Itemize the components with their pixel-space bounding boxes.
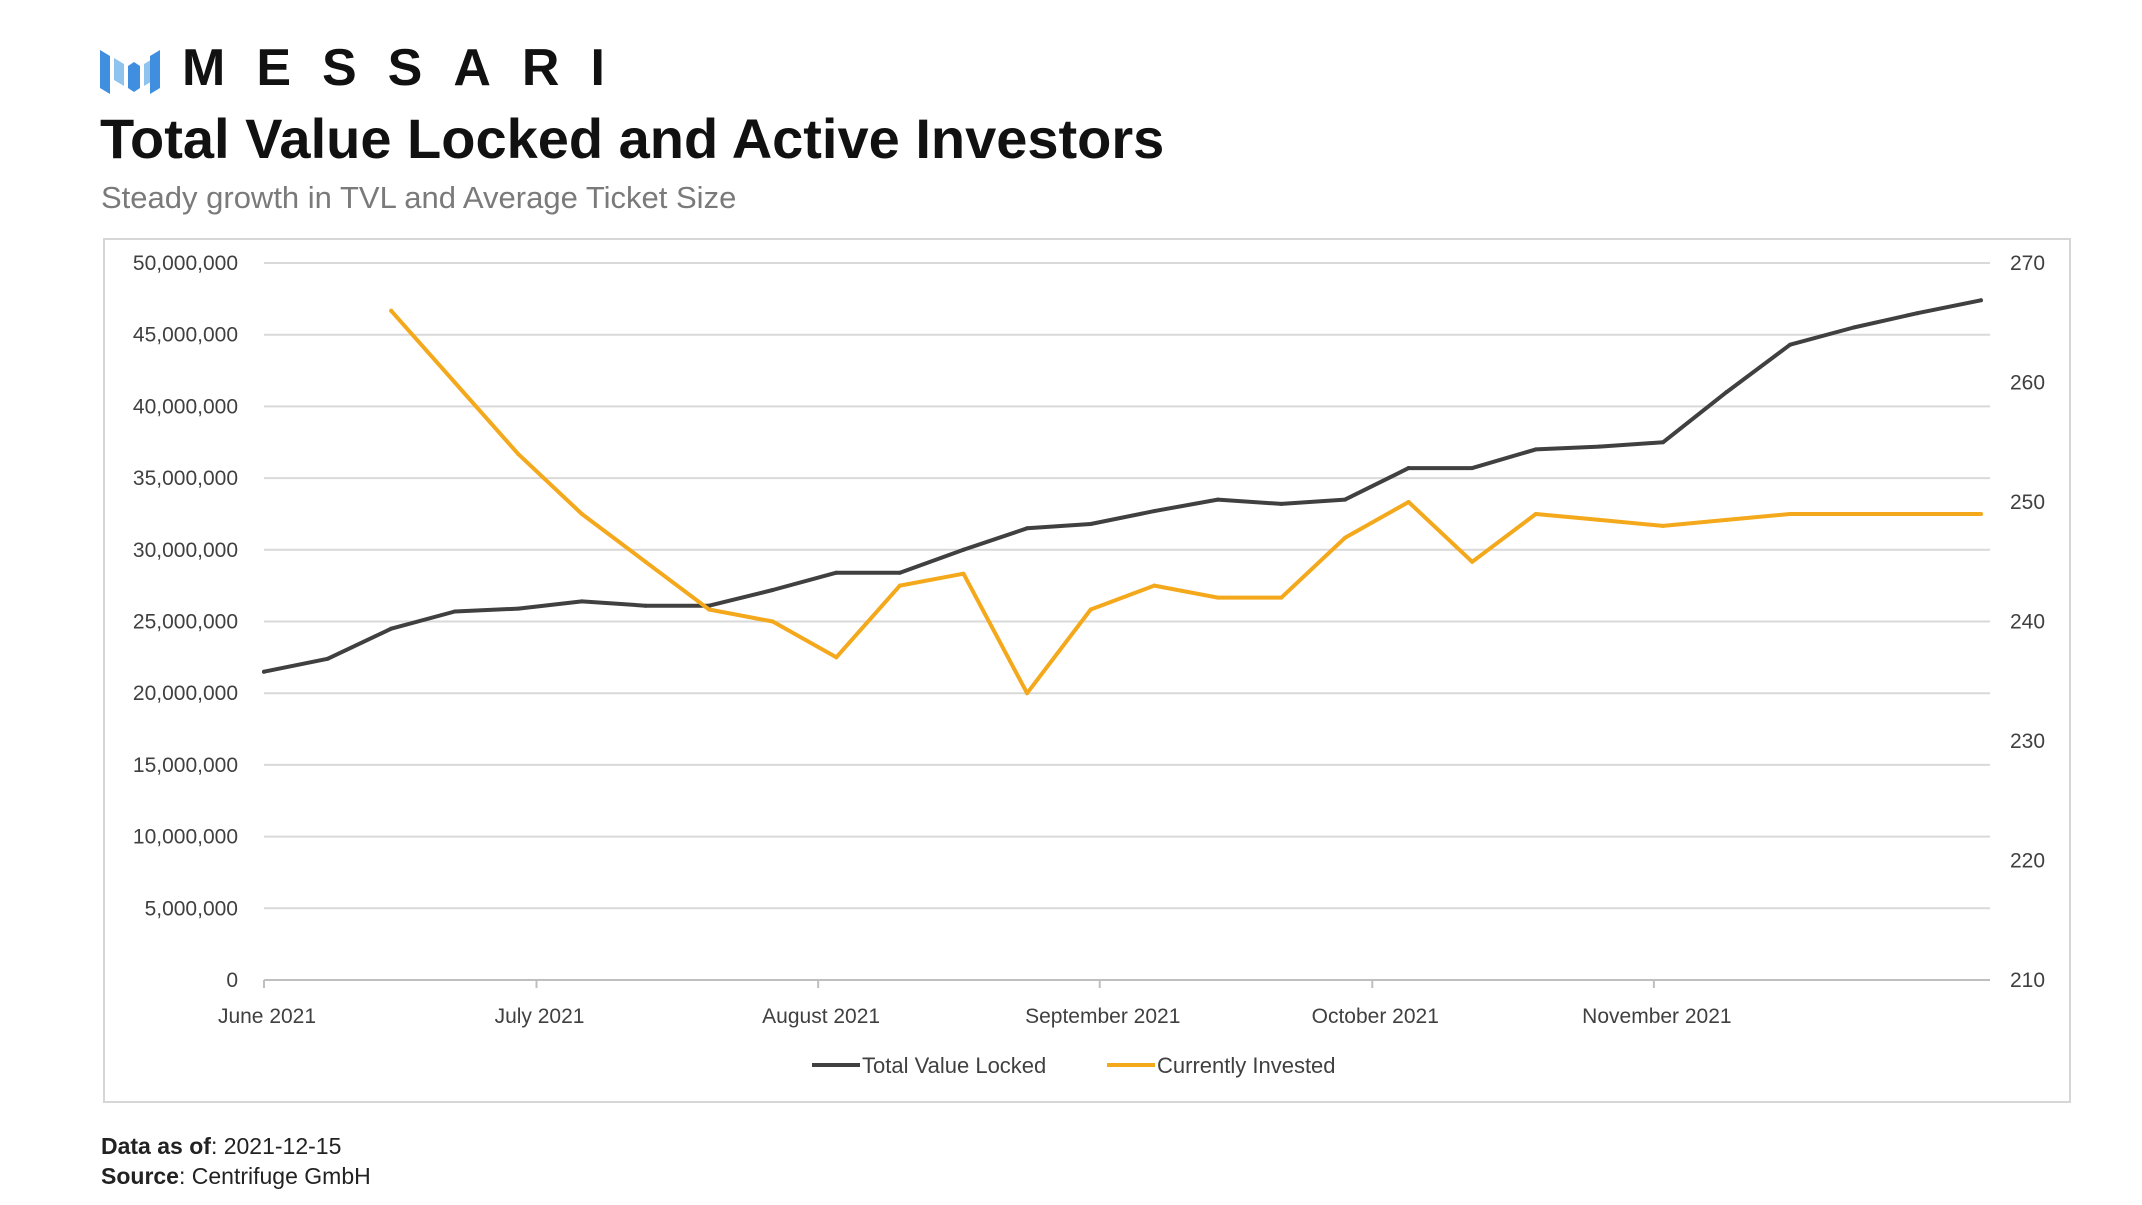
- y-left-tick-label: 0: [226, 969, 238, 992]
- total-value-locked-point: [262, 669, 266, 674]
- chart-title: Total Value Locked and Active Investors: [100, 107, 1165, 170]
- y-left-tick-label: 5,000,000: [145, 897, 238, 920]
- total-value-locked-point: [1088, 521, 1093, 526]
- y-left-tick-label: 50,000,000: [133, 252, 238, 275]
- total-value-locked-point: [1915, 311, 1920, 316]
- x-tick-label: July 2021: [495, 1005, 585, 1028]
- y-right-tick-label: 250: [2010, 491, 2045, 514]
- y-left-tick-label: 20,000,000: [133, 682, 238, 705]
- total-value-locked-point: [579, 599, 584, 604]
- y-left-tick-label: 10,000,000: [133, 826, 238, 849]
- total-value-locked-point: [1533, 447, 1538, 452]
- total-value-locked-point: [1851, 325, 1856, 330]
- currently-invested-point: [897, 583, 902, 588]
- currently-invested-point: [389, 308, 394, 313]
- x-tick-label: August 2021: [762, 1005, 880, 1028]
- total-value-locked-point: [1279, 501, 1284, 506]
- data-as-of-note: Data as of: 2021-12-15: [101, 1133, 341, 1160]
- y-right-tick-label: 260: [2010, 372, 2045, 395]
- y-left-tick-label: 40,000,000: [133, 395, 238, 418]
- y-left-tick-label: 25,000,000: [133, 611, 238, 634]
- total-value-locked-point: [1025, 526, 1030, 531]
- x-tick-label: September 2021: [1025, 1005, 1180, 1028]
- chart-frame: [103, 238, 2071, 1103]
- total-value-locked-point: [1660, 440, 1665, 445]
- y-left-tick-label: 45,000,000: [133, 324, 238, 347]
- total-value-locked-point: [1152, 509, 1157, 514]
- currently-invested-point: [834, 655, 839, 660]
- brand-logo: MESSARI: [100, 40, 636, 96]
- total-value-locked-point: [643, 603, 648, 608]
- source-note: Source: Centrifuge GmbH: [101, 1163, 371, 1190]
- currently-invested-point: [1851, 511, 1856, 516]
- currently-invested-line: [389, 308, 1983, 696]
- currently-invested-point: [1025, 691, 1030, 696]
- total-value-locked-point: [1343, 497, 1348, 502]
- currently-invested-point: [1470, 559, 1475, 564]
- currently-invested-point: [1788, 511, 1793, 516]
- axes: 0 5,000,000 10,000,000 15,000,000 20,000,000…: [133, 252, 2045, 1028]
- currently-invested-point: [452, 380, 457, 385]
- messari-logo-icon: [100, 50, 160, 94]
- currently-invested-point: [961, 571, 966, 576]
- source-value: : Centrifuge GmbH: [178, 1163, 371, 1189]
- total-value-locked-point: [325, 656, 330, 661]
- legend: Total Value Locked Currently Invested: [812, 1053, 1336, 1078]
- currently-invested-point: [1406, 500, 1411, 504]
- y-right-tick-label: 210: [2010, 969, 2045, 992]
- series-lines: [262, 298, 1983, 696]
- total-value-locked-point: [1406, 466, 1411, 471]
- x-tick-label: November 2021: [1582, 1005, 1731, 1028]
- x-tick-label: June 2021: [218, 1005, 316, 1028]
- y-right-tick-label: 230: [2010, 730, 2045, 753]
- currently-invested-point: [1978, 511, 1983, 516]
- currently-invested-point: [1597, 517, 1602, 522]
- currently-invested-point: [643, 559, 648, 564]
- legend-label-total-value-locked: Total Value Locked: [862, 1053, 1046, 1078]
- data-as-of-value: : 2021-12-15: [210, 1133, 342, 1159]
- currently-invested-point: [579, 511, 584, 516]
- total-value-locked-point: [834, 570, 839, 575]
- total-value-locked-point: [1788, 342, 1793, 347]
- grid-lines: [264, 262, 1990, 910]
- currently-invested-point: [1088, 607, 1093, 612]
- total-value-locked-point: [1215, 497, 1220, 502]
- y-right-tick-label: 240: [2010, 611, 2045, 634]
- source-label: Source: [101, 1163, 179, 1189]
- total-value-locked-point: [770, 587, 775, 592]
- currently-invested-point: [1660, 523, 1665, 528]
- y-left-tick-label: 35,000,000: [133, 467, 238, 490]
- total-value-locked-point: [1470, 466, 1475, 471]
- y-right-tick-label: 220: [2010, 850, 2045, 873]
- currently-invested-point: [1533, 511, 1538, 516]
- currently-invested-point: [1152, 583, 1157, 588]
- currently-invested-point: [707, 607, 712, 612]
- x-tick-label: October 2021: [1312, 1005, 1439, 1028]
- y-right-tick-label: 270: [2010, 252, 2045, 275]
- currently-invested-point: [1915, 511, 1920, 516]
- currently-invested-point: [1279, 595, 1284, 600]
- total-value-locked-point: [1978, 298, 1983, 303]
- total-value-locked-point: [1597, 444, 1602, 449]
- brand-wordmark: MESSARI: [182, 39, 636, 97]
- total-value-locked-point: [389, 626, 394, 631]
- y-left-tick-label: 30,000,000: [133, 539, 238, 562]
- currently-invested-point: [1215, 595, 1220, 600]
- currently-invested-point: [770, 619, 775, 624]
- currently-invested-point: [516, 452, 521, 457]
- total-value-locked-point: [516, 606, 521, 611]
- currently-invested-point: [1343, 535, 1348, 540]
- total-value-locked-point: [1724, 390, 1729, 395]
- total-value-locked-point: [961, 547, 966, 552]
- currently-invested-point: [1724, 517, 1729, 522]
- total-value-locked-line: [262, 298, 1983, 674]
- total-value-locked-point: [897, 570, 902, 575]
- total-value-locked-point: [452, 609, 457, 614]
- legend-label-currently-invested: Currently Invested: [1157, 1053, 1336, 1078]
- chart-subtitle: Steady growth in TVL and Average Ticket …: [101, 180, 737, 215]
- data-as-of-label: Data as of: [101, 1133, 211, 1159]
- y-left-tick-label: 15,000,000: [133, 754, 238, 777]
